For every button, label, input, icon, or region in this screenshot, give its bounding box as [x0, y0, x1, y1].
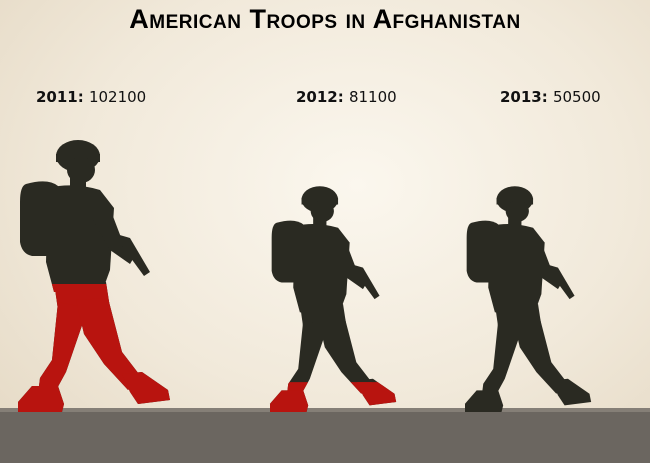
soldier-silhouette	[270, 186, 397, 412]
soldier-silhouette	[465, 186, 592, 412]
troop-count: 102100	[88, 88, 147, 106]
troop-count: 81100	[348, 88, 397, 106]
year-text: 2011:	[36, 88, 89, 106]
chart-title: American Troops in Afghanistan	[129, 4, 521, 34]
year-text: 2013:	[500, 88, 553, 106]
year-text: 2012:	[296, 88, 349, 106]
year-label-2013: 2013: 50500	[500, 88, 601, 106]
troop-count: 50500	[552, 88, 601, 106]
ground-edge	[0, 408, 650, 412]
ground	[0, 410, 650, 463]
soldier-silhouette	[18, 140, 170, 412]
soldier-2013	[465, 186, 592, 412]
year-label-2012: 2012: 81100	[296, 88, 397, 106]
soldier-2012	[270, 186, 397, 412]
soldier-2011	[18, 140, 170, 412]
year-label-2011: 2011: 102100	[36, 88, 146, 106]
